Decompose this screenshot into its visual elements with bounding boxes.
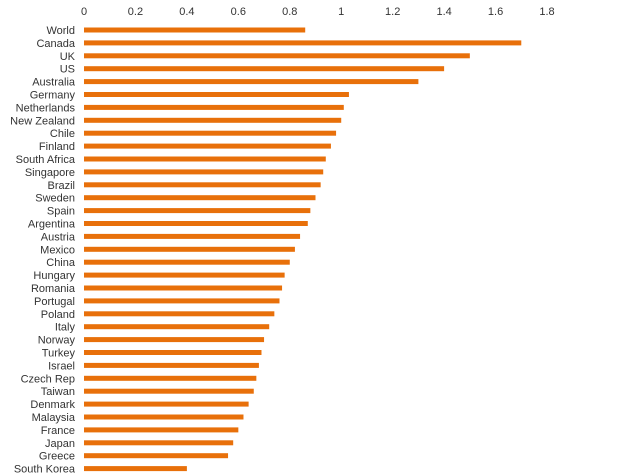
bar: [84, 337, 265, 343]
category-label: Austria: [41, 231, 76, 243]
bar: [84, 259, 290, 265]
bar: [84, 298, 280, 304]
x-tick-label: 0.4: [179, 6, 194, 18]
category-label: Hungary: [33, 270, 75, 282]
category-label: Singapore: [25, 167, 75, 179]
bar: [84, 169, 324, 175]
bar: [84, 92, 349, 97]
x-tick-label: 1.6: [488, 6, 503, 18]
bar: [84, 233, 301, 239]
bar: [84, 453, 229, 459]
category-label: Finland: [39, 141, 75, 153]
category-label: South Africa: [16, 154, 76, 166]
category-label: Italy: [55, 322, 76, 334]
bar: [84, 208, 311, 214]
bar: [84, 143, 331, 149]
x-tick-label: 1.4: [436, 6, 451, 18]
category-label: Israel: [48, 360, 75, 372]
bar: [84, 388, 254, 394]
bar: [84, 311, 275, 317]
bar: [84, 53, 470, 59]
bar: [84, 130, 337, 136]
bar: [84, 362, 259, 368]
bar: [84, 350, 262, 355]
category-label: China: [46, 257, 76, 269]
bars: [84, 27, 522, 472]
bar: [84, 156, 326, 162]
bar: [84, 182, 321, 188]
category-label: Spain: [47, 206, 75, 218]
bar: [84, 66, 445, 72]
category-label: World: [46, 25, 75, 37]
category-labels: WorldCanadaUKUSAustraliaGermanyNetherlan…: [10, 25, 76, 476]
category-label: Czech Rep: [21, 373, 75, 385]
x-tick-label: 0.2: [128, 6, 143, 18]
bar: [84, 466, 187, 472]
x-axis-ticks: 0 0.2 0.4 0.6 0.8 1 1.2 1.4 1.6 1.8: [81, 6, 555, 18]
category-label: Portugal: [34, 296, 75, 308]
category-label: US: [60, 64, 75, 76]
x-tick-label: 1.2: [385, 6, 400, 18]
x-tick-label: 1: [338, 6, 344, 18]
category-label: Taiwan: [41, 386, 75, 398]
x-tick-label: 0.8: [282, 6, 297, 18]
category-label: Netherlands: [16, 102, 76, 114]
bar: [84, 414, 244, 420]
category-label: Norway: [38, 335, 76, 347]
category-label: Brazil: [47, 180, 75, 192]
category-label: Mexico: [40, 244, 75, 256]
category-label: Australia: [32, 77, 76, 89]
bar: [84, 375, 257, 381]
x-tick-label: 0: [81, 6, 87, 18]
category-label: Malaysia: [32, 412, 76, 424]
bar: [84, 272, 285, 278]
bar: [84, 401, 249, 407]
category-label: Romania: [31, 283, 76, 295]
category-label: France: [41, 425, 75, 437]
bar: [84, 427, 239, 433]
category-label: Sweden: [35, 193, 75, 205]
bar: [84, 40, 522, 46]
category-label: Chile: [50, 128, 75, 140]
category-label: Japan: [45, 438, 75, 450]
category-label: Greece: [39, 451, 75, 463]
category-label: New Zealand: [10, 115, 75, 127]
bar: [84, 117, 342, 123]
category-label: Poland: [41, 309, 75, 321]
category-label: Germany: [30, 90, 76, 102]
category-label: UK: [60, 51, 76, 63]
bar: [84, 285, 283, 291]
category-label: Turkey: [42, 348, 76, 360]
bar: [84, 27, 306, 33]
bar: [84, 246, 295, 252]
bar: [84, 195, 316, 201]
category-label: Argentina: [28, 219, 76, 231]
bar: [84, 324, 270, 330]
category-label: South Korea: [14, 464, 76, 476]
x-tick-label: 1.8: [539, 6, 554, 18]
bar: [84, 440, 234, 446]
category-label: Denmark: [30, 399, 75, 411]
bar: [84, 221, 308, 226]
x-tick-label: 0.6: [231, 6, 246, 18]
category-label: Canada: [36, 38, 75, 50]
bar: [84, 79, 419, 85]
bar: [84, 104, 344, 110]
